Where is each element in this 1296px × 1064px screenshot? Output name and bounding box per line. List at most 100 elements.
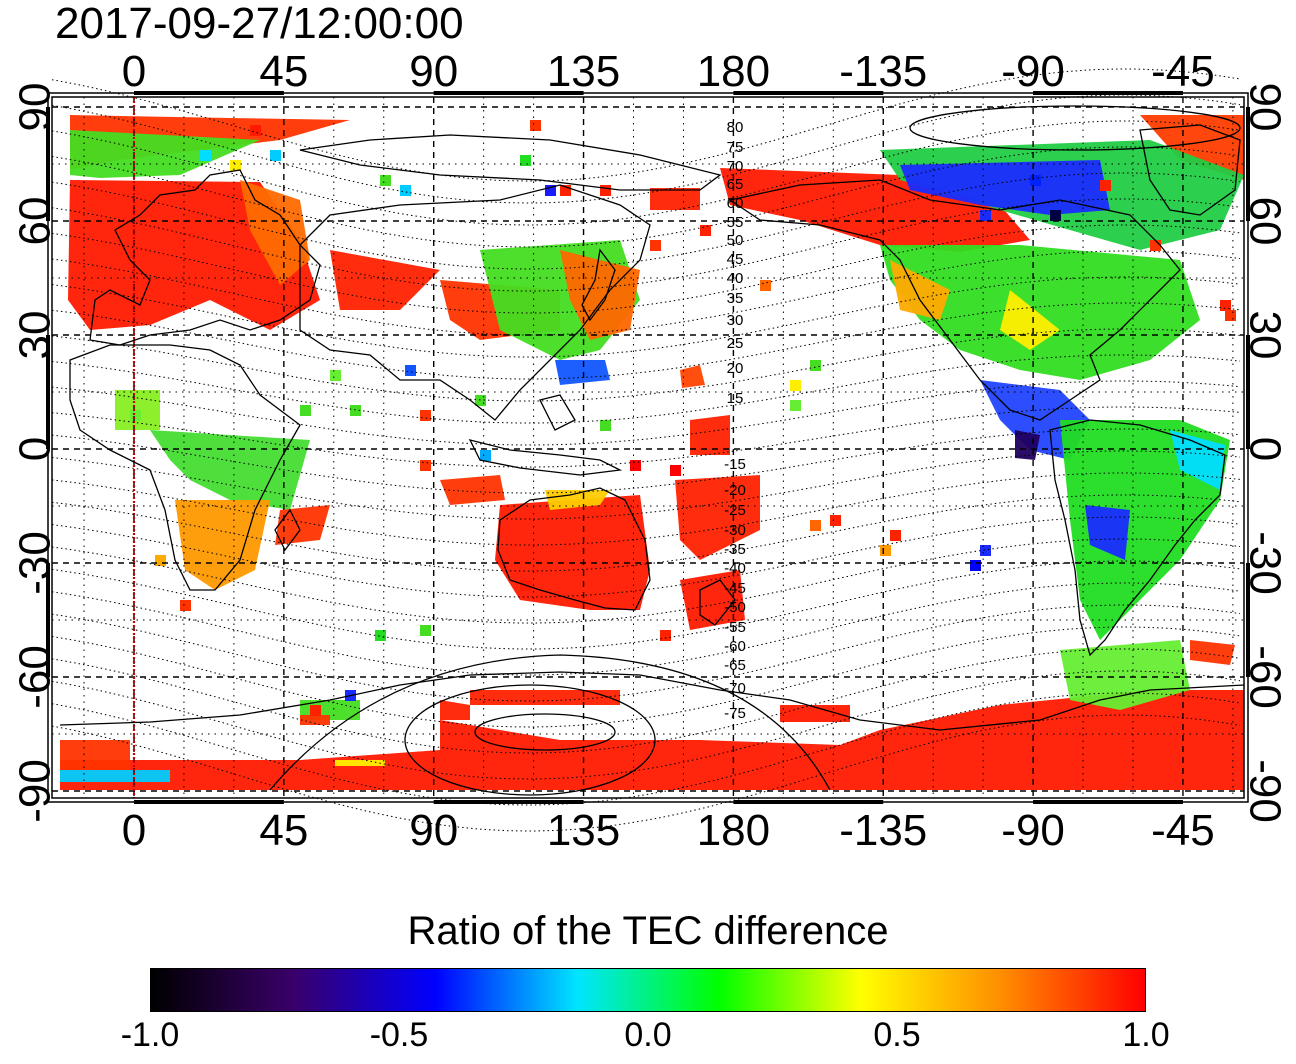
bottom-tick-bar: [1033, 800, 1183, 804]
tec-cell: [970, 560, 981, 571]
magnetic-contour: [51, 328, 1241, 402]
magnetic-latitude-label: -60: [724, 638, 746, 655]
lat-tick-label-right: 90: [1240, 83, 1289, 132]
lon-tick-label-top: 135: [547, 47, 620, 96]
magnetic-contour: [51, 582, 1241, 676]
tec-cell: [560, 185, 571, 196]
tec-patch: [690, 415, 730, 455]
lat-tick-label-right: -90: [1240, 759, 1289, 823]
tec-patch: [300, 715, 330, 725]
tec-cell: [880, 545, 891, 556]
tec-cell: [310, 705, 321, 716]
tec-patch: [720, 168, 1030, 252]
coastline: [274, 508, 301, 552]
coastline: [728, 179, 1181, 421]
top-tick-bar: [433, 91, 584, 95]
magnetic-latitude-label: 40: [727, 270, 744, 287]
tec-patch: [60, 740, 130, 770]
magnetic-latitude-label: 30: [727, 312, 744, 329]
lat-tick-label-left: 90: [11, 83, 60, 132]
magnetic-latitude-label: 20: [727, 360, 744, 377]
coastline: [299, 184, 651, 421]
tec-patch: [240, 180, 310, 285]
magnetic-contour: [51, 604, 1241, 702]
right-tick-bar: [1246, 335, 1250, 449]
tec-cell: [600, 185, 611, 196]
tec-patch: [1170, 430, 1225, 490]
tec-cell: [480, 450, 491, 461]
tec-cell: [330, 370, 341, 381]
tec-patch: [555, 360, 610, 385]
top-tick-bar: [134, 91, 284, 95]
lon-tick-label-bottom: 180: [697, 806, 770, 855]
magnetic-latitude-label: -35: [724, 541, 746, 558]
map-frame: [46, 91, 1250, 804]
tec-cell: [420, 410, 431, 421]
magnetic-contour: [51, 648, 1241, 754]
tec-cell: [270, 150, 281, 161]
top-tick-bar: [1033, 91, 1183, 95]
magnetic-latitude-label: 60: [727, 195, 744, 212]
magnetic-contour: [51, 120, 1241, 226]
magnetic-latitude-label: -45: [724, 580, 746, 597]
tec-patch: [545, 490, 610, 510]
magnetic-contour: [51, 472, 1241, 546]
tec-cell: [350, 405, 361, 416]
tec-cell: [1030, 175, 1041, 186]
tec-patch: [60, 770, 170, 782]
tec-patch: [495, 495, 650, 610]
tec-patch: [60, 690, 1244, 790]
magnetic-latitude-label: 45: [727, 251, 744, 268]
magnetic-latitude-label: 15: [727, 390, 744, 407]
lon-tick-label-bottom: 0: [122, 806, 146, 855]
tec-patch: [470, 690, 620, 705]
tec-patch: [680, 570, 745, 630]
left-tick-bar: [46, 563, 50, 677]
magnetic-latitude-label: -25: [724, 502, 746, 519]
colorbar: [150, 968, 1146, 1012]
lat-tick-label-right: -30: [1240, 531, 1289, 595]
magnetic-latitude-label: 70: [727, 158, 744, 175]
lon-tick-label-bottom: -45: [1151, 806, 1215, 855]
magnetic-latitude-label: 25: [727, 335, 744, 352]
magnetic-latitude-label: 75: [727, 139, 744, 156]
tec-cell: [660, 630, 671, 641]
tec-cell: [420, 625, 431, 636]
colorbar-tick-label: -1.0: [120, 1016, 180, 1054]
tec-cell: [1150, 240, 1161, 251]
lat-tick-label-left: 0: [11, 437, 60, 461]
tec-patch: [675, 475, 760, 560]
magnetic-latitude-label: 35: [727, 290, 744, 307]
tec-cell: [600, 420, 611, 431]
tec-cell: [300, 405, 311, 416]
tec-cell: [520, 155, 531, 166]
tec-cell: [980, 545, 991, 556]
tec-cell: [230, 160, 241, 171]
tec-cell: [545, 185, 556, 196]
coastline: [497, 487, 651, 611]
bottom-tick-bar: [733, 800, 884, 804]
lon-tick-label-top: -45: [1151, 47, 1215, 96]
magnetic-latitude-label: -70: [724, 680, 746, 697]
tec-cell: [1220, 300, 1231, 311]
magnetic-contour: [51, 626, 1241, 728]
magnetic-latitude-label: -30: [724, 522, 746, 539]
tec-patch: [1085, 505, 1130, 560]
lon-tick-label-top: 180: [697, 47, 770, 96]
magnetic-contour: [51, 494, 1241, 572]
map-border: [51, 96, 1245, 799]
tec-patch: [330, 250, 440, 310]
coastline: [699, 579, 736, 626]
tec-patch: [70, 130, 260, 178]
lat-tick-label-left: -30: [11, 531, 60, 595]
tec-patch: [440, 475, 505, 505]
tec-patch: [650, 188, 700, 210]
tec-cell: [1100, 180, 1111, 191]
tec-cell: [180, 600, 191, 611]
tec-patch: [900, 160, 1110, 215]
lat-tick-label-left: -90: [11, 759, 60, 823]
coastline: [299, 134, 722, 191]
lon-tick-label-bottom: 90: [409, 806, 458, 855]
